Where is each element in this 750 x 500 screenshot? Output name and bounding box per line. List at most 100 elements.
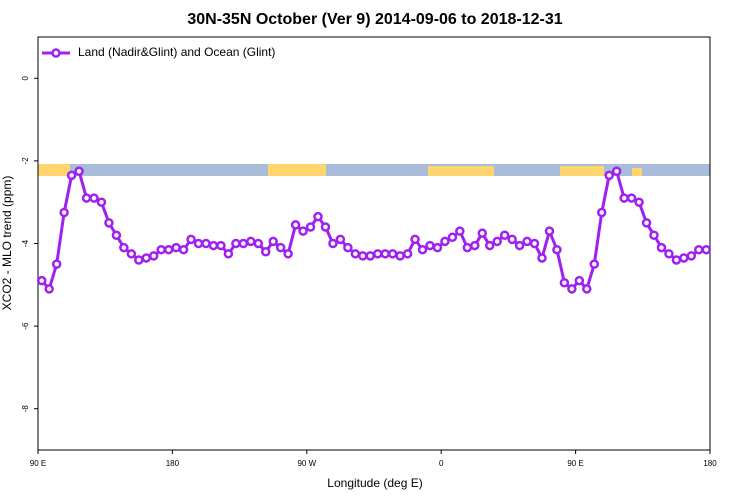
data-point bbox=[305, 222, 316, 232]
data-point bbox=[201, 238, 211, 249]
y-tick-label: -2 bbox=[21, 157, 30, 165]
data-point bbox=[529, 238, 540, 249]
data-point bbox=[604, 170, 614, 181]
data-point bbox=[567, 284, 577, 294]
data-point bbox=[477, 228, 488, 238]
data-point bbox=[514, 240, 525, 251]
data-point bbox=[522, 236, 532, 247]
x-tick-label: 90 E bbox=[30, 459, 46, 468]
data-point bbox=[552, 244, 562, 255]
data-point bbox=[462, 242, 473, 253]
data-point bbox=[163, 244, 174, 255]
data-point bbox=[178, 244, 189, 255]
data-point bbox=[171, 242, 181, 253]
data-point bbox=[89, 193, 99, 203]
data-point bbox=[611, 166, 622, 176]
data-point bbox=[253, 238, 264, 249]
data-point bbox=[246, 236, 256, 247]
data-point bbox=[544, 226, 555, 236]
data-point bbox=[51, 259, 62, 269]
data-point bbox=[104, 218, 114, 228]
chart-title: 30N-35N October (Ver 9) 2014-09-06 to 20… bbox=[187, 11, 562, 28]
x-tick-label: 90 E bbox=[567, 459, 583, 468]
data-point bbox=[656, 242, 667, 253]
data-point bbox=[193, 238, 204, 249]
data-point bbox=[574, 275, 585, 286]
data-point bbox=[440, 236, 450, 247]
y-axis-label: XCO2 - MLO trend (ppm) bbox=[0, 176, 14, 311]
data-point bbox=[701, 244, 712, 255]
data-point bbox=[634, 197, 644, 207]
x-tick-label: 90 W bbox=[297, 459, 316, 468]
data-point bbox=[223, 249, 234, 259]
data-point bbox=[119, 242, 129, 253]
data-point bbox=[260, 247, 271, 257]
data-point bbox=[216, 240, 226, 251]
data-point bbox=[537, 253, 547, 263]
x-tick-label: 180 bbox=[166, 459, 180, 468]
data-point bbox=[275, 242, 286, 253]
y-tick-label: -6 bbox=[21, 322, 30, 330]
data-point bbox=[36, 275, 47, 286]
data-point bbox=[96, 197, 107, 207]
data-point bbox=[425, 240, 435, 251]
data-point bbox=[134, 255, 144, 265]
data-point bbox=[432, 242, 443, 253]
data-point bbox=[470, 240, 480, 251]
data-point bbox=[417, 244, 428, 255]
data-point bbox=[395, 251, 405, 261]
data-point bbox=[380, 249, 390, 259]
data-point bbox=[111, 230, 122, 240]
x-tick-label: 180 bbox=[703, 459, 717, 468]
data-point bbox=[387, 249, 398, 259]
data-point bbox=[664, 249, 674, 259]
data-point bbox=[208, 240, 219, 251]
data-point bbox=[126, 249, 137, 259]
x-axis-label: Longitude (deg E) bbox=[327, 476, 422, 490]
legend-marker bbox=[51, 48, 61, 58]
data-point bbox=[686, 251, 697, 261]
data-point bbox=[59, 207, 69, 218]
plot-frame bbox=[37, 36, 711, 451]
data-point bbox=[365, 251, 376, 261]
data-point bbox=[268, 236, 278, 247]
data-point bbox=[231, 238, 241, 249]
data-point bbox=[507, 234, 517, 245]
data-point bbox=[81, 193, 92, 203]
data-point bbox=[238, 238, 249, 249]
data-point bbox=[641, 218, 652, 228]
data-point bbox=[596, 207, 607, 218]
x-tick-label: 0 bbox=[439, 459, 444, 468]
data-point bbox=[619, 193, 629, 203]
data-point bbox=[328, 238, 338, 249]
data-line bbox=[40, 168, 707, 292]
legend-label: Land (Nadir&Glint) and Ocean (Glint) bbox=[78, 45, 275, 59]
data-point bbox=[66, 170, 77, 181]
data-point bbox=[671, 255, 682, 265]
data-point bbox=[186, 234, 196, 245]
data-point bbox=[283, 249, 293, 259]
data-point bbox=[559, 277, 570, 288]
data-point bbox=[290, 220, 301, 230]
data-point bbox=[484, 240, 495, 251]
data-point bbox=[372, 249, 383, 259]
legend: Land (Nadir&Glint) and Ocean (Glint) bbox=[42, 45, 275, 59]
data-point bbox=[455, 226, 465, 236]
data-point bbox=[343, 242, 353, 253]
y-tick-label: 0 bbox=[21, 76, 30, 81]
data-point bbox=[335, 234, 346, 245]
data-point bbox=[350, 249, 361, 259]
y-tick-label: -4 bbox=[21, 239, 30, 247]
data-point bbox=[313, 211, 323, 222]
data-point bbox=[402, 249, 413, 259]
data-point bbox=[492, 236, 502, 247]
y-tick-label: -8 bbox=[21, 405, 30, 413]
data-point bbox=[320, 222, 331, 232]
data-point bbox=[156, 244, 166, 255]
data-point bbox=[358, 251, 368, 261]
data-point bbox=[589, 259, 600, 269]
data-point bbox=[44, 284, 54, 294]
data-point bbox=[499, 230, 510, 240]
data-point bbox=[447, 232, 458, 243]
